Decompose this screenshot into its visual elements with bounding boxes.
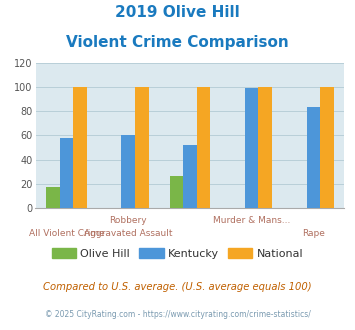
- Text: © 2025 CityRating.com - https://www.cityrating.com/crime-statistics/: © 2025 CityRating.com - https://www.city…: [45, 310, 310, 318]
- Bar: [258, 87, 272, 208]
- Text: Violent Crime Comparison: Violent Crime Comparison: [66, 35, 289, 50]
- Bar: [307, 108, 320, 208]
- Bar: [197, 87, 210, 208]
- Bar: [170, 177, 183, 208]
- Bar: [320, 87, 334, 208]
- Text: Compared to U.S. average. (U.S. average equals 100): Compared to U.S. average. (U.S. average …: [43, 282, 312, 292]
- Bar: [135, 87, 148, 208]
- Text: Rape: Rape: [302, 229, 325, 238]
- Text: Aggravated Assault: Aggravated Assault: [84, 229, 173, 238]
- Bar: [73, 87, 87, 208]
- Bar: [46, 187, 60, 208]
- Bar: [183, 145, 197, 208]
- Bar: [60, 138, 73, 208]
- Bar: [245, 88, 258, 208]
- Legend: Olive Hill, Kentucky, National: Olive Hill, Kentucky, National: [47, 243, 308, 263]
- Text: All Violent Crime: All Violent Crime: [28, 229, 104, 238]
- Text: Robbery: Robbery: [109, 216, 147, 225]
- Text: 2019 Olive Hill: 2019 Olive Hill: [115, 5, 240, 20]
- Text: Murder & Mans...: Murder & Mans...: [213, 216, 290, 225]
- Bar: [121, 135, 135, 208]
